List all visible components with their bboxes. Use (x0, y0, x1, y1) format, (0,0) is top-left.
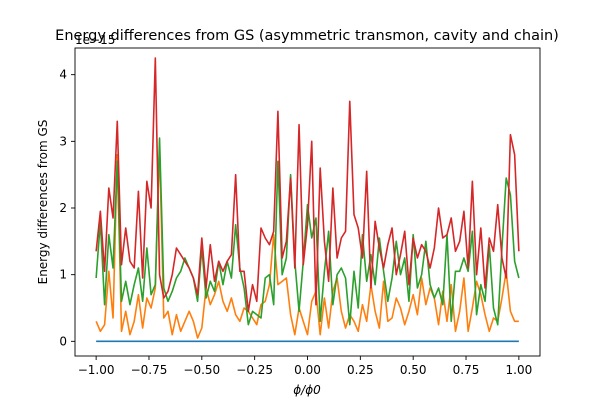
y-axis-label: Energy differences from GS (36, 120, 50, 285)
x-tick-label: 1.00 (506, 363, 533, 377)
x-tick-label: −1.00 (78, 363, 115, 377)
x-tick-label: −0.75 (131, 363, 168, 377)
x-tick-label: 0.00 (294, 363, 321, 377)
x-tick-label: 0.75 (453, 363, 480, 377)
x-tick-label: 0.50 (400, 363, 427, 377)
y-offset-text: 1e−15 (75, 33, 115, 47)
series-line-3 (95, 137, 520, 326)
x-axis-label: ϕ/ϕ0 (293, 383, 321, 397)
x-tick-label: −0.25 (236, 363, 273, 377)
y-tick-label: 0 (59, 334, 67, 348)
series-line-4 (95, 57, 520, 313)
series-line-2 (95, 147, 519, 339)
plot-area (95, 57, 520, 343)
y-tick-label: 2 (59, 201, 67, 215)
chart-title: Energy differences from GS (asymmetric t… (55, 28, 559, 44)
x-tick-label: 0.25 (347, 363, 374, 377)
x-tick-label: −0.50 (183, 363, 220, 377)
y-tick-label: 1 (59, 268, 67, 282)
x-axis: −1.00 −0.75 −0.50 −0.25 0.00 0.25 0.50 0.75 1.00 (78, 356, 532, 377)
y-axis: 0 1 2 3 4 (59, 68, 75, 348)
y-tick-label: 4 (59, 68, 67, 82)
y-tick-label: 3 (59, 134, 67, 148)
